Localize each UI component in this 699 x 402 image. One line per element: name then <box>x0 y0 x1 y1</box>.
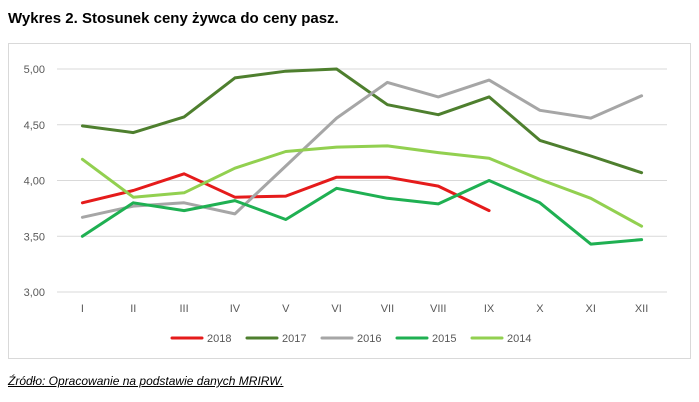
x-tick-label: XI <box>586 303 596 315</box>
source-note: Źródło: Opracowanie na podstawie danych … <box>8 374 284 388</box>
x-tick-label: IX <box>484 303 495 315</box>
legend: 2018 2017 2016 2015 2014 <box>170 333 531 345</box>
series-lines <box>80 67 644 246</box>
x-tick-label: V <box>282 303 290 315</box>
y-tick-label: 3,00 <box>24 287 45 299</box>
chart-frame <box>8 43 691 359</box>
x-tick-label: VIII <box>430 303 447 315</box>
series-line-2016 <box>80 78 644 219</box>
legend-label: 2016 <box>357 333 381 345</box>
x-tick-label: X <box>536 303 544 315</box>
series-line-2015 <box>80 179 644 246</box>
series-line-2017 <box>80 67 644 175</box>
y-axis-ticks: 3,00 3,50 4,00 4,50 5,00 <box>24 64 45 299</box>
y-tick-label: 3,50 <box>24 231 45 243</box>
series-line-2014 <box>80 144 644 228</box>
x-axis-ticks: I II III IV V VI VII VIII IX X XI XII <box>81 303 648 315</box>
gridlines <box>57 68 667 293</box>
x-tick-label: VII <box>381 303 394 315</box>
legend-label: 2014 <box>507 333 531 345</box>
x-tick-label: VI <box>331 303 341 315</box>
x-tick-label: III <box>179 303 188 315</box>
x-tick-label: XII <box>635 303 648 315</box>
x-tick-label: IV <box>230 303 241 315</box>
y-tick-label: 4,50 <box>24 120 45 132</box>
legend-label: 2018 <box>207 333 231 345</box>
y-tick-label: 4,00 <box>24 176 45 188</box>
x-tick-label: II <box>130 303 136 315</box>
legend-label: 2017 <box>282 333 306 345</box>
chart-title: Wykres 2. Stosunek ceny żywca do ceny pa… <box>8 10 339 27</box>
legend-label: 2015 <box>432 333 456 345</box>
series-line-2018 <box>80 172 491 213</box>
x-tick-label: I <box>81 303 84 315</box>
y-tick-label: 5,00 <box>24 64 45 76</box>
